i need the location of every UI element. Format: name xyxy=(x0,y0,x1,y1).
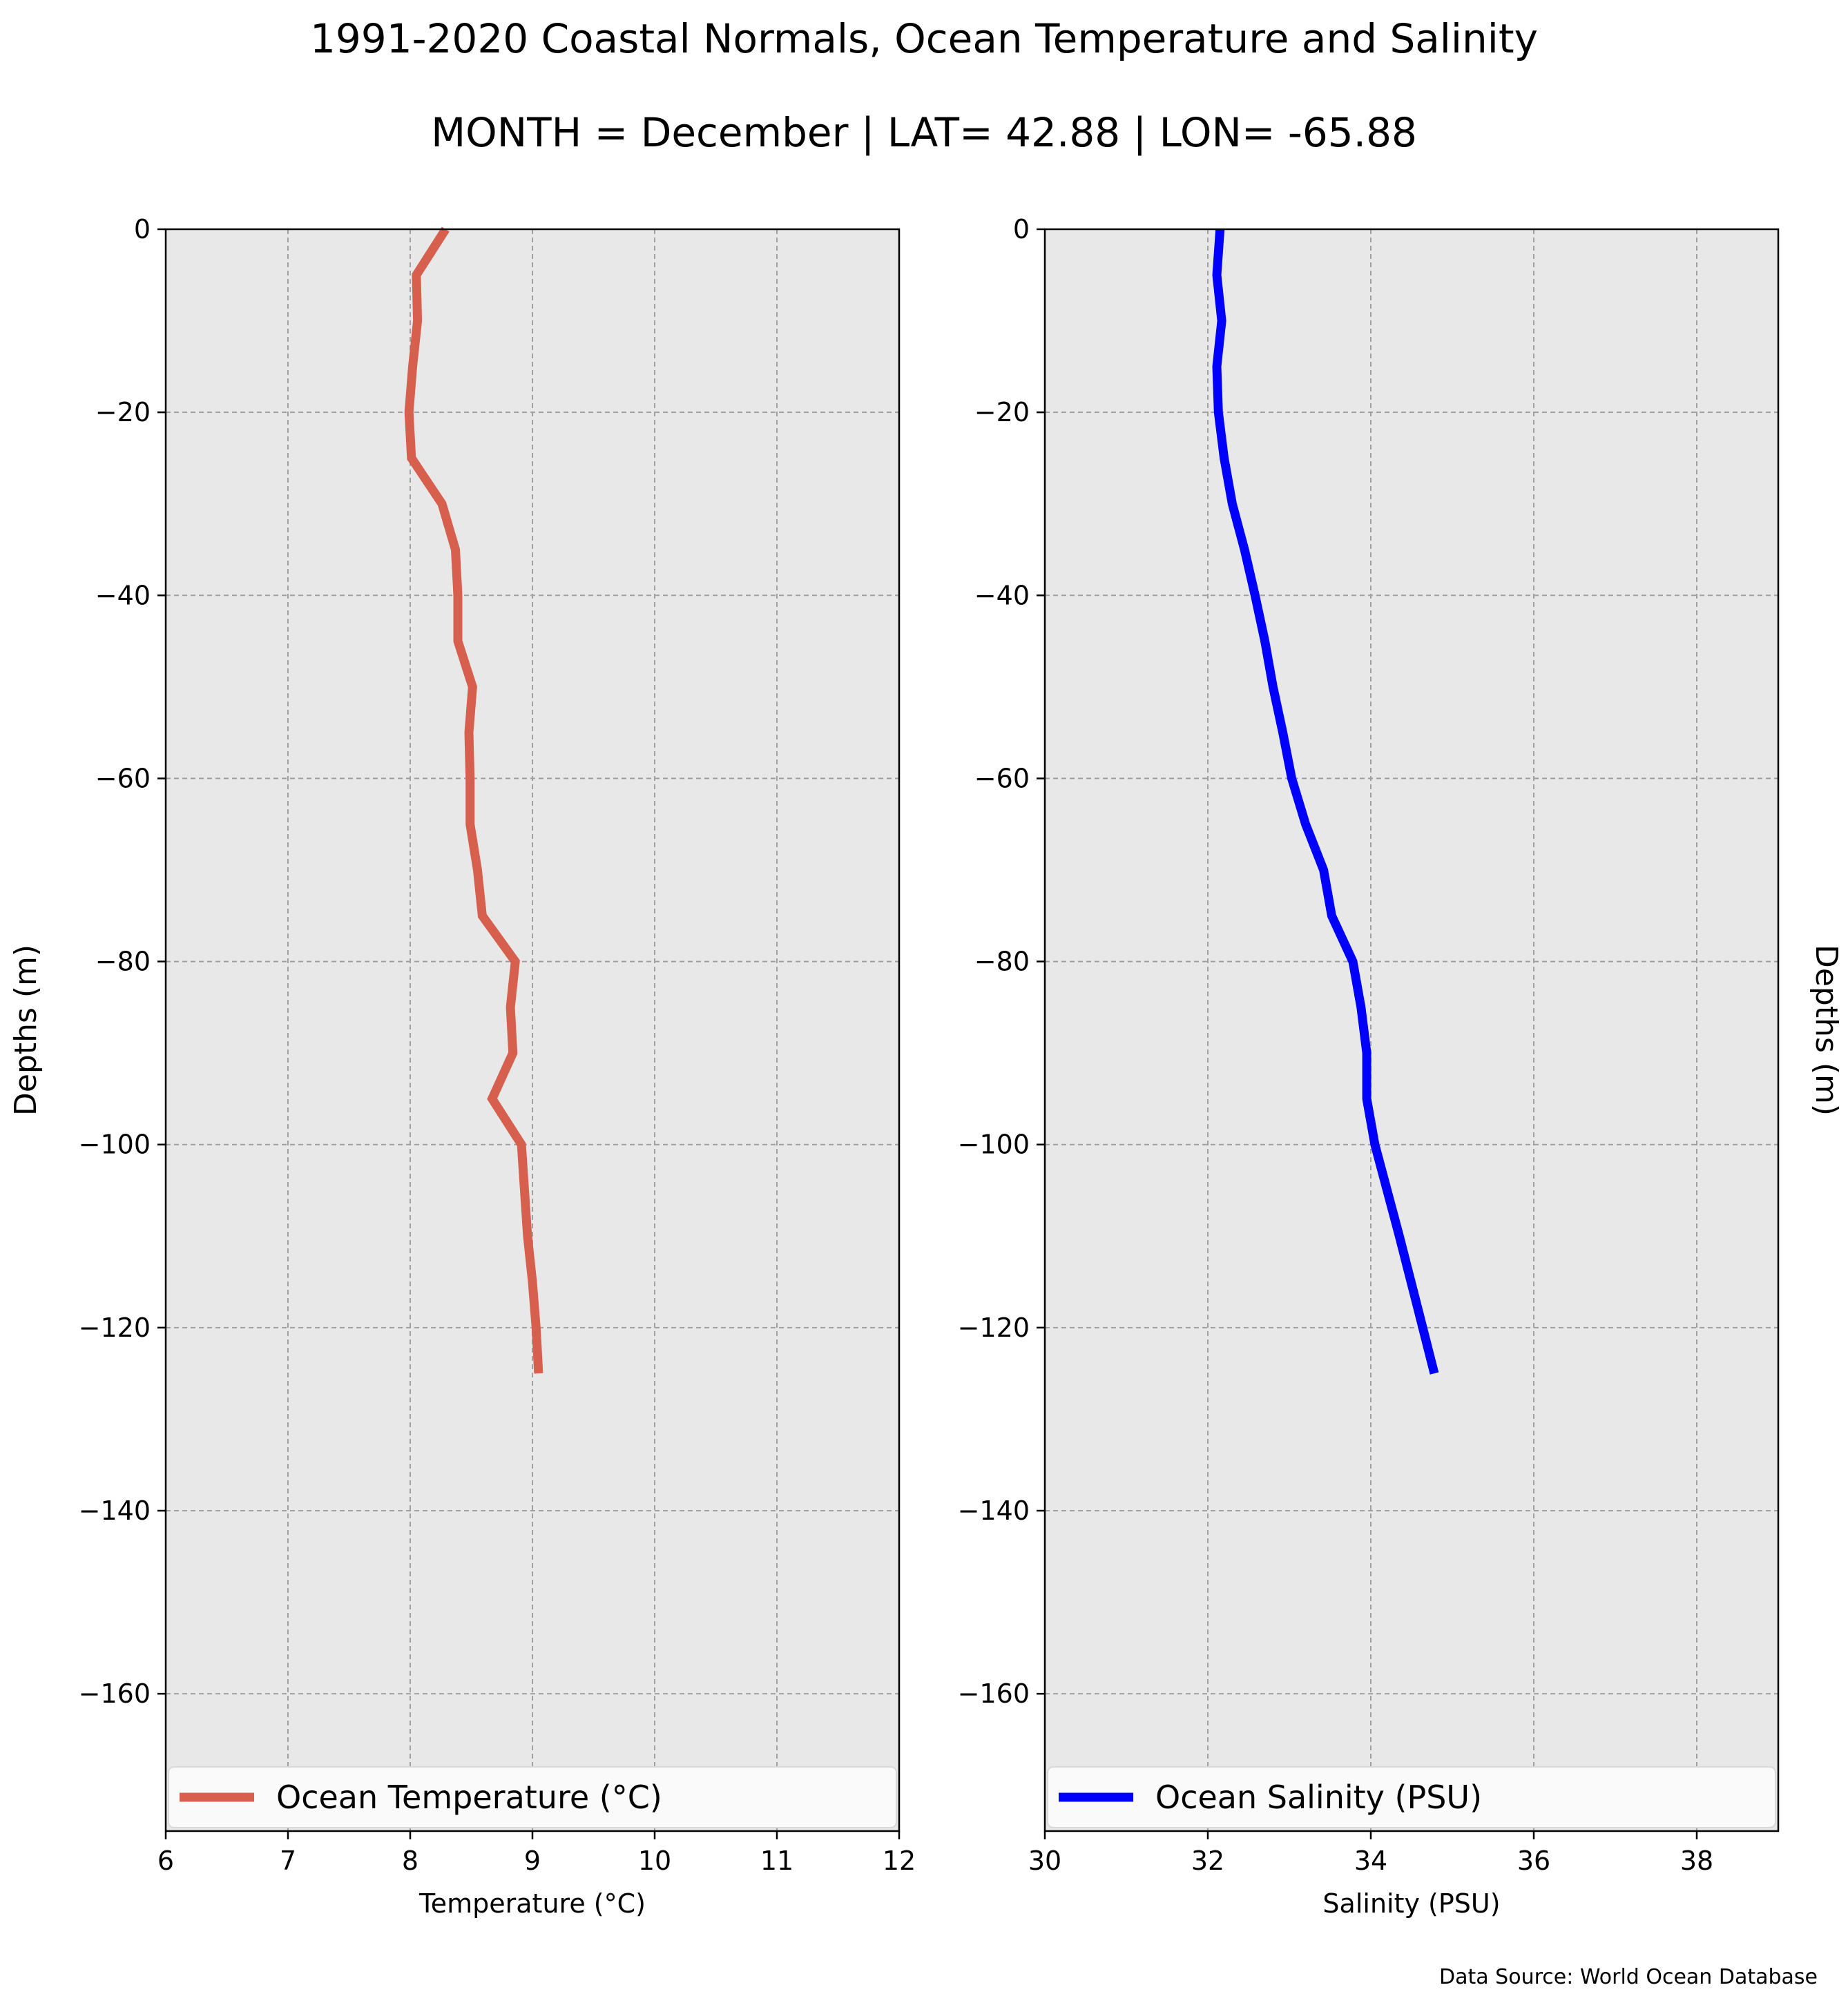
y-tick-label: −100 xyxy=(958,1130,1030,1160)
y-axis-label: Depths (m) xyxy=(8,945,44,1116)
axes-frame xyxy=(1043,228,1780,1832)
y-tick-label: 0 xyxy=(1013,214,1030,244)
x-tick-label: 12 xyxy=(883,1846,916,1876)
legend-box xyxy=(168,1766,897,1828)
y-tick-label: −140 xyxy=(79,1496,151,1526)
x-tick-label: 6 xyxy=(157,1846,174,1876)
y-axis-label: Depths (m) xyxy=(1809,945,1844,1116)
y-tick-label: −60 xyxy=(95,763,151,793)
y-tick-label: −80 xyxy=(974,947,1030,977)
chart-subtitle: MONTH = December | LAT= 42.88 | LON= -65… xyxy=(431,109,1417,156)
x-tick-label: 9 xyxy=(524,1846,541,1876)
y-tick-label: 0 xyxy=(134,214,151,244)
legend-box xyxy=(1047,1766,1776,1828)
salinity-panel: Ocean Salinity (PSU) 30 32 34 36 38 0 −20 −40 −60… xyxy=(958,214,1844,1919)
x-tick-label: 11 xyxy=(760,1846,793,1876)
x-tick-label: 32 xyxy=(1191,1846,1224,1876)
series-line xyxy=(1212,229,1439,1375)
y-tick-label: −120 xyxy=(79,1313,151,1343)
y-tick-label: −120 xyxy=(958,1313,1030,1343)
y-tick-label: −60 xyxy=(974,763,1030,793)
x-axis-label: Salinity (PSU) xyxy=(1322,1888,1500,1919)
x-tick-label: 38 xyxy=(1680,1846,1713,1876)
plot-area xyxy=(1045,229,1778,1831)
x-tick-label: 34 xyxy=(1354,1846,1387,1876)
y-tick-label: −140 xyxy=(958,1496,1030,1526)
y-tick-label: −160 xyxy=(79,1678,151,1709)
y-tick-label: −40 xyxy=(95,580,151,610)
temperature-panel: Ocean Temperature (°C) 6 7 8 9 10 11 12 0 −20 −40 −… xyxy=(8,214,916,1919)
y-tick-label: −20 xyxy=(95,397,151,427)
x-tick-label: 30 xyxy=(1028,1846,1061,1876)
y-tick-label: −80 xyxy=(95,947,151,977)
series-line xyxy=(404,226,543,1374)
x-axis-label: Temperature (°C) xyxy=(418,1888,646,1919)
legend-label: Ocean Temperature (°C) xyxy=(276,1779,662,1816)
y-tick-label: −20 xyxy=(974,397,1030,427)
x-tick-label: 7 xyxy=(280,1846,296,1876)
y-tick-label: −40 xyxy=(974,580,1030,610)
data-source-note: Data Source: World Ocean Database xyxy=(1439,1965,1818,1989)
legend-label: Ocean Salinity (PSU) xyxy=(1155,1779,1482,1816)
y-tick-label: −160 xyxy=(958,1678,1030,1709)
x-tick-label: 8 xyxy=(402,1846,418,1876)
chart-title: 1991-2020 Coastal Normals, Ocean Tempera… xyxy=(310,15,1538,62)
y-tick-label: −100 xyxy=(79,1130,151,1160)
x-tick-label: 36 xyxy=(1517,1846,1550,1876)
x-tick-label: 10 xyxy=(638,1846,671,1876)
